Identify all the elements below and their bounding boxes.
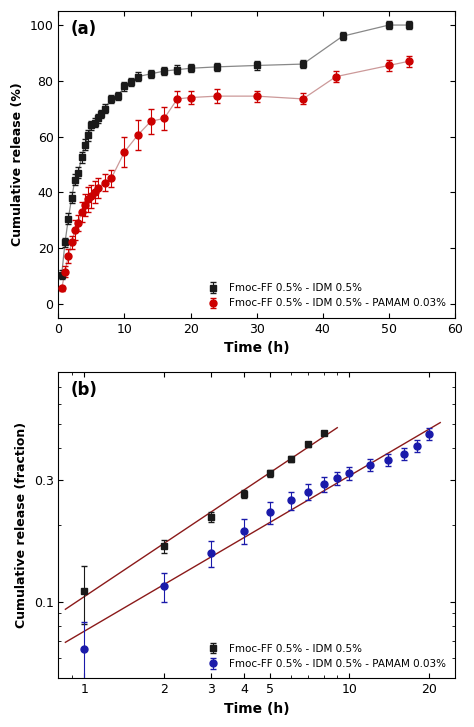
- Legend: Fmoc-FF 0.5% - IDM 0.5%, Fmoc-FF 0.5% - IDM 0.5% - PAMAM 0.03%: Fmoc-FF 0.5% - IDM 0.5%, Fmoc-FF 0.5% - …: [198, 640, 450, 673]
- X-axis label: Time (h): Time (h): [224, 341, 290, 356]
- Text: (b): (b): [70, 381, 97, 399]
- Y-axis label: Cumulative release (fraction): Cumulative release (fraction): [15, 422, 28, 628]
- Legend: Fmoc-FF 0.5% - IDM 0.5%, Fmoc-FF 0.5% - IDM 0.5% - PAMAM 0.03%: Fmoc-FF 0.5% - IDM 0.5%, Fmoc-FF 0.5% - …: [198, 279, 450, 313]
- X-axis label: Time (h): Time (h): [224, 702, 290, 716]
- Text: (a): (a): [70, 20, 96, 39]
- Y-axis label: Cumulative release (%): Cumulative release (%): [11, 83, 24, 246]
